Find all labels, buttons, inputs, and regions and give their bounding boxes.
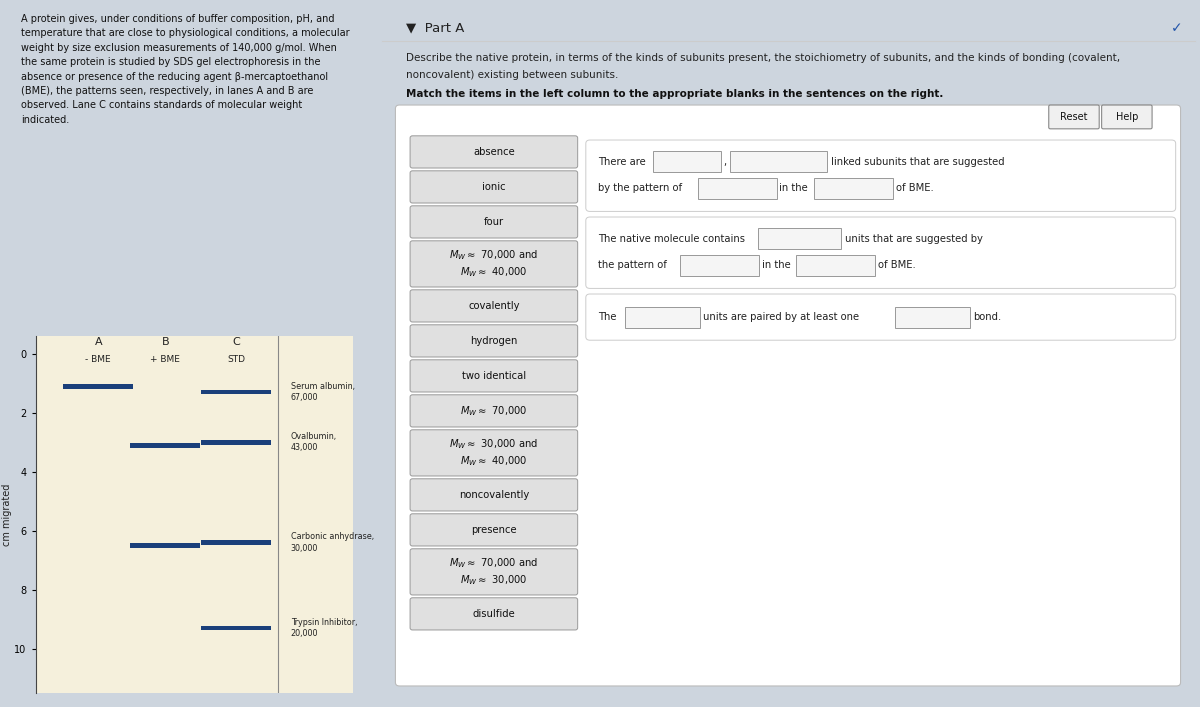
Text: A protein gives, under conditions of buffer composition, pH, and
temperature tha: A protein gives, under conditions of buf… (20, 14, 349, 125)
Text: noncovalent) existing between subunits.: noncovalent) existing between subunits. (406, 70, 618, 80)
Text: in the: in the (762, 260, 791, 270)
Text: ,: , (724, 157, 726, 167)
Bar (130, 443, 200, 448)
Text: ▼  Part A: ▼ Part A (406, 21, 464, 34)
Text: Help: Help (1116, 112, 1138, 122)
FancyBboxPatch shape (625, 307, 700, 327)
Text: $M_W \approx$ 70,000 and
$M_W \approx$ 30,000: $M_W \approx$ 70,000 and $M_W \approx$ 3… (449, 556, 539, 588)
Text: in the: in the (780, 183, 809, 193)
Text: Describe the native protein, in terms of the kinds of subunits present, the stoi: Describe the native protein, in terms of… (406, 52, 1120, 62)
FancyBboxPatch shape (1102, 105, 1152, 129)
Y-axis label: cm migrated: cm migrated (1, 484, 12, 546)
FancyBboxPatch shape (698, 178, 778, 199)
FancyBboxPatch shape (410, 171, 577, 203)
Text: units that are suggested by: units that are suggested by (845, 234, 983, 244)
FancyBboxPatch shape (410, 206, 577, 238)
Text: presence: presence (472, 525, 517, 535)
Text: absence: absence (473, 147, 515, 157)
Text: noncovalently: noncovalently (458, 490, 529, 500)
FancyBboxPatch shape (1049, 105, 1099, 129)
Bar (64, 384, 133, 389)
Text: hydrogen: hydrogen (470, 336, 517, 346)
FancyBboxPatch shape (410, 325, 577, 357)
FancyBboxPatch shape (653, 151, 721, 173)
FancyBboxPatch shape (410, 360, 577, 392)
Text: four: four (484, 217, 504, 227)
Text: two identical: two identical (462, 371, 526, 381)
Text: There are: There are (598, 157, 646, 167)
Text: B: B (162, 337, 169, 347)
Bar (202, 540, 271, 545)
Text: C: C (233, 337, 240, 347)
Text: Match the items in the left column to the appropriate blanks in the sentences on: Match the items in the left column to th… (406, 89, 943, 99)
Text: Carbonic anhydrase,
30,000: Carbonic anhydrase, 30,000 (290, 532, 374, 553)
Text: units are paired by at least one: units are paired by at least one (703, 312, 859, 322)
FancyBboxPatch shape (680, 255, 760, 276)
Text: the pattern of: the pattern of (598, 260, 667, 270)
FancyBboxPatch shape (410, 290, 577, 322)
Bar (202, 626, 271, 631)
FancyBboxPatch shape (586, 140, 1176, 211)
Bar (202, 440, 271, 445)
Text: Trypsin Inhibitor,
20,000: Trypsin Inhibitor, 20,000 (290, 618, 358, 638)
FancyBboxPatch shape (586, 294, 1176, 340)
FancyBboxPatch shape (410, 598, 577, 630)
Bar (130, 543, 200, 548)
Text: STD: STD (227, 355, 245, 364)
Text: ionic: ionic (482, 182, 505, 192)
FancyBboxPatch shape (895, 307, 970, 327)
Text: $M_W \approx$ 70,000 and
$M_W \approx$ 40,000: $M_W \approx$ 70,000 and $M_W \approx$ 4… (449, 249, 539, 279)
FancyBboxPatch shape (410, 514, 577, 546)
Text: bond.: bond. (973, 312, 1001, 322)
FancyBboxPatch shape (410, 479, 577, 511)
Text: of BME.: of BME. (878, 260, 916, 270)
FancyBboxPatch shape (796, 255, 875, 276)
Text: The native molecule contains: The native molecule contains (598, 234, 745, 244)
FancyBboxPatch shape (814, 178, 893, 199)
Text: disulfide: disulfide (473, 609, 515, 619)
FancyBboxPatch shape (410, 241, 577, 287)
Text: $M_W \approx$ 70,000: $M_W \approx$ 70,000 (460, 404, 528, 418)
Text: linked subunits that are suggested: linked subunits that are suggested (830, 157, 1004, 167)
FancyBboxPatch shape (410, 395, 577, 427)
Text: by the pattern of: by the pattern of (598, 183, 682, 193)
Text: + BME: + BME (150, 355, 180, 364)
Text: Reset: Reset (1061, 112, 1087, 122)
FancyBboxPatch shape (410, 549, 577, 595)
Text: $M_W \approx$ 30,000 and
$M_W \approx$ 40,000: $M_W \approx$ 30,000 and $M_W \approx$ 4… (449, 438, 539, 468)
FancyBboxPatch shape (396, 105, 1181, 686)
FancyBboxPatch shape (410, 430, 577, 476)
Text: covalently: covalently (468, 301, 520, 311)
Bar (202, 390, 271, 395)
Text: Ovalbumin,
43,000: Ovalbumin, 43,000 (290, 432, 337, 452)
Text: A: A (95, 337, 102, 347)
FancyBboxPatch shape (410, 136, 577, 168)
Text: The: The (598, 312, 617, 322)
Text: - BME: - BME (85, 355, 112, 364)
FancyBboxPatch shape (586, 217, 1176, 288)
FancyBboxPatch shape (730, 151, 828, 173)
Text: of BME.: of BME. (895, 183, 934, 193)
FancyBboxPatch shape (758, 228, 841, 249)
Text: Serum albumin,
67,000: Serum albumin, 67,000 (290, 382, 355, 402)
Text: ✓: ✓ (1171, 21, 1183, 35)
